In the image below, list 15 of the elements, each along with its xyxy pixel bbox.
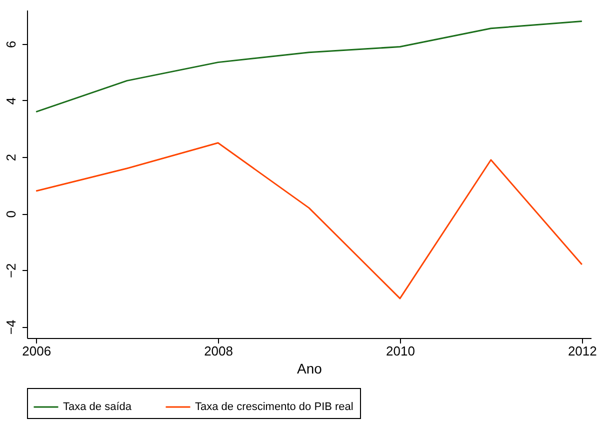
x-tick-label: 2008 [204,344,233,358]
y-tick-label: 4 [4,97,18,105]
line-series [35,20,583,113]
legend-label: Taxa de saída [63,401,132,413]
y-tick-label: 0 [4,210,18,218]
y-tick-label: −2 [4,263,18,278]
x-tick-label: 2010 [386,344,415,358]
x-tick-label: 2012 [568,344,597,358]
x-tick-label: 2006 [22,344,52,358]
y-tick-label: −4 [4,320,18,335]
legend-label: Taxa de crescimento do PIB real [195,401,354,413]
y-tick-label: 2 [4,154,18,162]
x-axis-title: Ano [297,360,322,376]
line-series [35,142,583,300]
y-tick-label: 6 [4,40,18,48]
